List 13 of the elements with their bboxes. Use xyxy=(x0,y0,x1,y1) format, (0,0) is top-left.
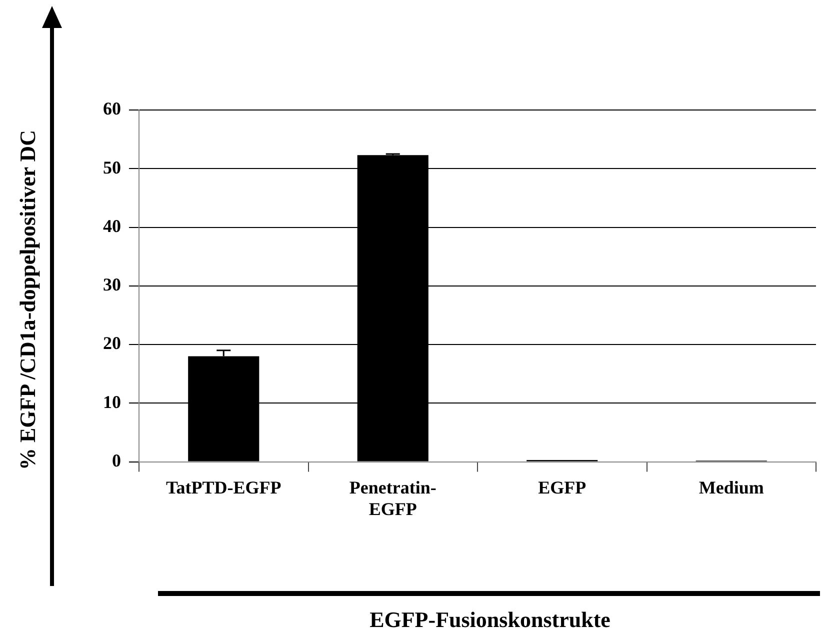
y-axis-title: % EGFP /CD1a-doppelpositiver DC xyxy=(15,130,41,470)
x-tick-label: Medium xyxy=(698,477,764,498)
x-tick-label: TatPTD-EGFP xyxy=(166,477,282,498)
y-tick-label: 50 xyxy=(103,157,121,178)
x-tick-label: Penetratin-EGFP xyxy=(349,477,436,519)
y-tick-label: 20 xyxy=(103,333,121,354)
x-axis-title: EGFP-Fusionskonstrukte xyxy=(370,607,610,633)
y-tick-label: 30 xyxy=(103,274,121,295)
y-tick-label: 10 xyxy=(103,392,121,412)
y-tick-label: 0 xyxy=(112,450,121,470)
y-tick-label: 40 xyxy=(103,216,121,236)
y-tick-label: 60 xyxy=(103,98,121,119)
x-tick-label: EGFP xyxy=(538,477,586,498)
